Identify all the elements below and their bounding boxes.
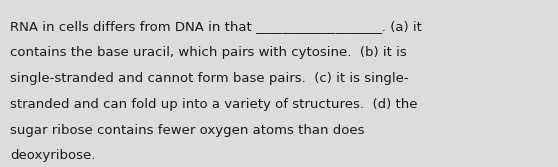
- Text: stranded and can fold up into a variety of structures.  (d) the: stranded and can fold up into a variety …: [10, 98, 417, 111]
- Text: deoxyribose.: deoxyribose.: [10, 149, 95, 162]
- Text: single-stranded and cannot form base pairs.  (c) it is single-: single-stranded and cannot form base pai…: [10, 72, 408, 85]
- Text: sugar ribose contains fewer oxygen atoms than does: sugar ribose contains fewer oxygen atoms…: [10, 124, 364, 137]
- Text: RNA in cells differs from DNA in that ___________________. (a) it: RNA in cells differs from DNA in that __…: [10, 20, 422, 33]
- Text: contains the base uracil, which pairs with cytosine.  (b) it is: contains the base uracil, which pairs wi…: [10, 46, 407, 59]
